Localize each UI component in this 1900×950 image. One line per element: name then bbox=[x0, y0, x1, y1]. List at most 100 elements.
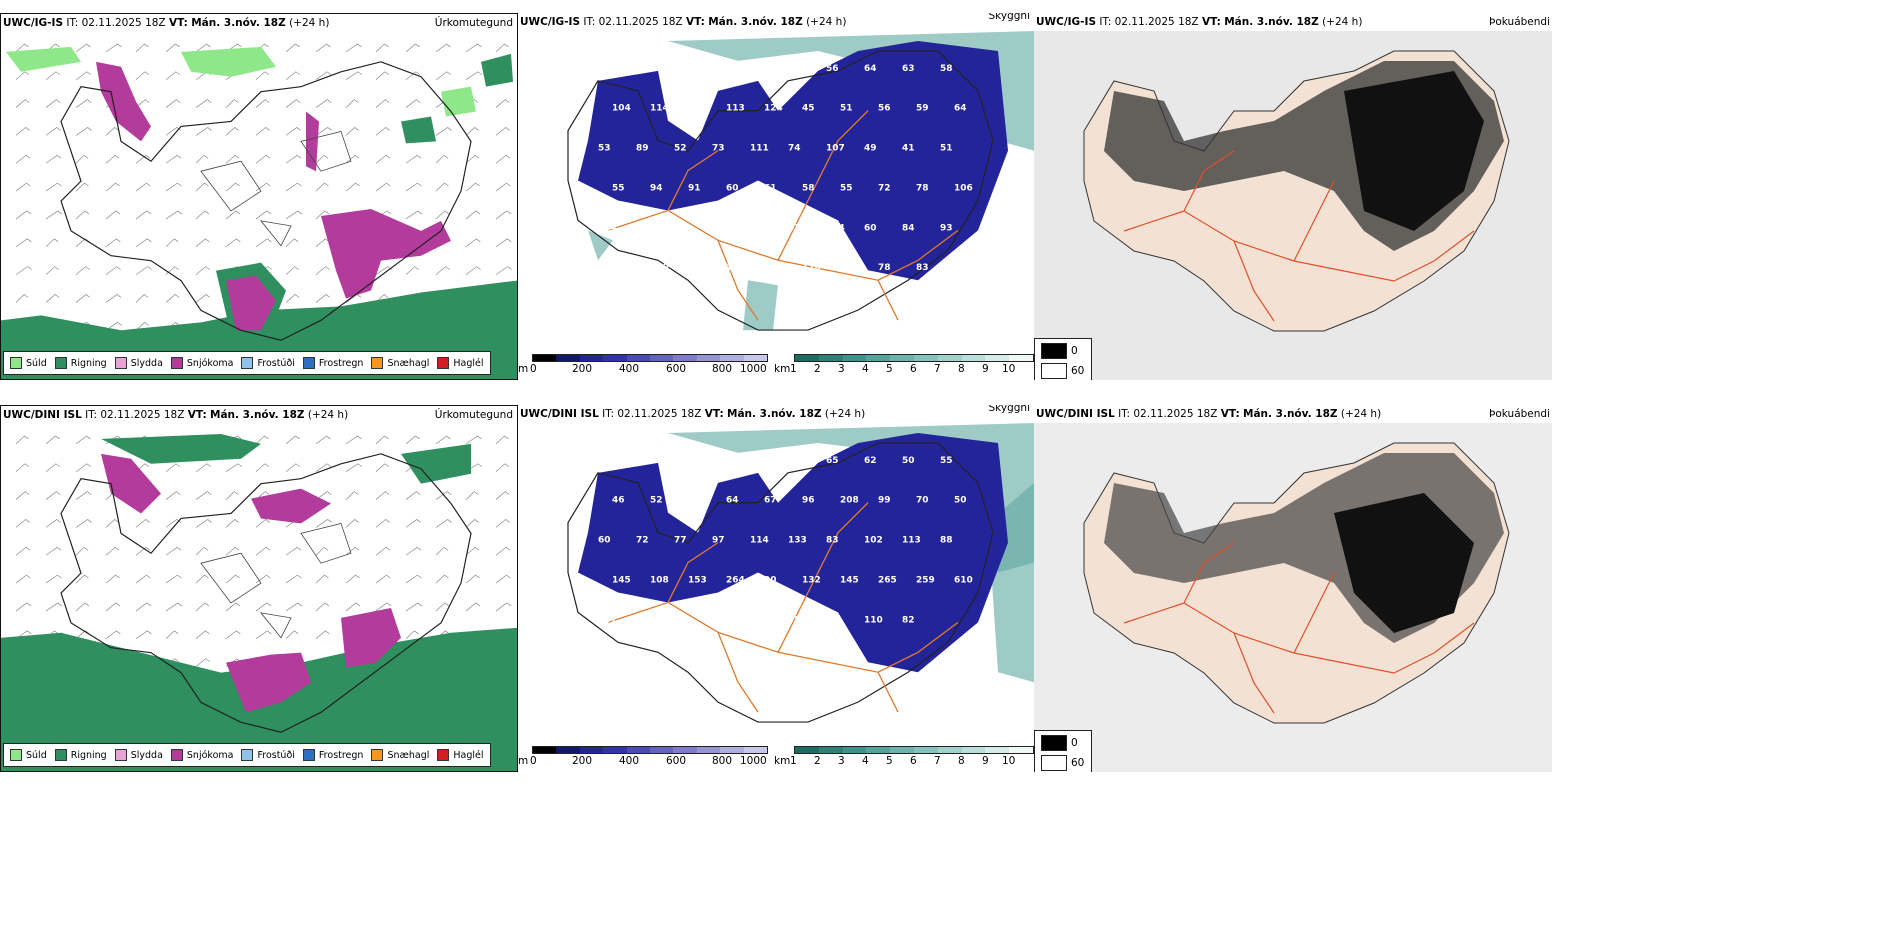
wind-barb bbox=[225, 630, 241, 640]
tick-label: 1000 bbox=[740, 755, 767, 767]
wind-barb bbox=[465, 126, 479, 136]
wind-barb bbox=[435, 602, 450, 612]
wind-barb bbox=[315, 266, 330, 275]
drizzle-ne2 bbox=[481, 53, 513, 87]
wind-barb bbox=[285, 294, 300, 303]
product-type: Þokuábendi bbox=[1489, 16, 1550, 28]
tick-label: 5 bbox=[886, 363, 893, 375]
wind-barb bbox=[195, 43, 211, 53]
wind-barb bbox=[165, 71, 181, 80]
wind-barb bbox=[165, 519, 181, 528]
model-name: UWC/IG-IS bbox=[1036, 16, 1097, 28]
wind-barb bbox=[105, 321, 122, 331]
snow-depth-label: 74 bbox=[788, 144, 801, 154]
wind-barb bbox=[135, 574, 151, 584]
wind-barb bbox=[405, 154, 422, 164]
it-value: 02.11.2025 18Z bbox=[617, 408, 702, 420]
wind-barb bbox=[465, 182, 480, 192]
wind-barb bbox=[15, 463, 30, 472]
wind-barb bbox=[45, 99, 61, 108]
legend-item: Slydda bbox=[114, 357, 163, 369]
legend-label: Haglél bbox=[453, 357, 484, 369]
wind-barb bbox=[135, 546, 151, 556]
snow-depth-label: 93 bbox=[940, 223, 953, 233]
snow-depth-label: 183 bbox=[688, 104, 707, 114]
wind-barb bbox=[405, 43, 420, 53]
legend-label: Súld bbox=[26, 749, 47, 761]
wind-barb bbox=[15, 491, 30, 500]
panel-header: UWC/IG-IS IT: 02.11.2025 18Z VT: Mán. 3.… bbox=[520, 13, 1032, 29]
wind-barb bbox=[195, 266, 210, 275]
road-network bbox=[1123, 150, 1475, 322]
snow-depth-label: 133 bbox=[788, 536, 807, 546]
legend-label: Frostregn bbox=[318, 357, 364, 369]
vt-value: Mán. 3.nóv. 18Z bbox=[1224, 16, 1319, 28]
snow-depth-label: 95 bbox=[788, 615, 801, 625]
legend-item: Haglél bbox=[437, 749, 484, 761]
wind-barb bbox=[315, 182, 329, 192]
wind-barb bbox=[435, 127, 452, 136]
legend-item: Snjókoma bbox=[170, 357, 233, 369]
wind-barb bbox=[465, 574, 480, 584]
wind-barb bbox=[405, 266, 419, 275]
snow-depth-label: 259 bbox=[916, 576, 935, 586]
vt-value: Mán. 3.nóv. 18Z bbox=[708, 16, 803, 28]
panel-header: UWC/DINI ISL IT: 02.11.2025 18Z VT: Mán.… bbox=[520, 405, 1032, 421]
product-type: Úrkomutegund bbox=[434, 409, 513, 421]
vt-value: Mán. 3.nóv. 18Z bbox=[1243, 408, 1338, 420]
wind-barb bbox=[75, 266, 90, 275]
snow-depth-label: 88 bbox=[750, 223, 763, 233]
wind-barb bbox=[345, 463, 363, 473]
wind-barb bbox=[165, 99, 181, 108]
wind-barb bbox=[75, 127, 92, 136]
wind-barb bbox=[495, 182, 511, 192]
legend-item: Frostúði bbox=[241, 749, 295, 761]
lead-time: (+24 h) bbox=[824, 408, 866, 420]
tick-label: 9 bbox=[982, 363, 989, 375]
wind-barb bbox=[105, 43, 122, 53]
wind-barb bbox=[345, 574, 360, 584]
it-value: 02.11.2025 18Z bbox=[598, 16, 683, 28]
wind-barb bbox=[285, 99, 301, 108]
cloud-black bbox=[1344, 71, 1484, 231]
wind-barb bbox=[345, 99, 359, 108]
colorbar-strip bbox=[532, 354, 768, 362]
wind-barb bbox=[15, 519, 30, 528]
snow-depth-label: 108 bbox=[650, 576, 669, 586]
wind-barb bbox=[375, 435, 389, 445]
wind-barb bbox=[285, 574, 302, 584]
tick-label: 4 bbox=[862, 755, 869, 767]
snow-depth-label: 137 bbox=[764, 263, 783, 273]
vt-label: VT: bbox=[704, 408, 724, 420]
wind-barb bbox=[105, 294, 122, 303]
vt-value: Mán. 3.nóv. 18Z bbox=[191, 17, 286, 29]
wind-barb bbox=[135, 99, 150, 108]
snow-depth-label: 111 bbox=[750, 144, 769, 154]
snow-depth-label: 88 bbox=[940, 536, 953, 546]
wind-barb bbox=[45, 463, 61, 472]
wind-barb bbox=[135, 321, 149, 331]
legend-swatch bbox=[170, 357, 183, 369]
snow-depth-label: 91 bbox=[840, 263, 853, 273]
legend-label: Snæhagl bbox=[387, 749, 430, 761]
wind-barb bbox=[495, 154, 511, 164]
snow-depth-label: 80 bbox=[826, 615, 839, 625]
wind-barb bbox=[165, 574, 182, 584]
wind-barb bbox=[285, 602, 303, 612]
wind-barb bbox=[345, 518, 359, 528]
tick-label: 6 bbox=[910, 755, 917, 767]
drizzle-north bbox=[181, 46, 276, 77]
panel-header: UWC/IG-IS IT: 02.11.2025 18Z VT: Mán. 3.… bbox=[1036, 15, 1552, 29]
snow-svg: 163 70 91 119 129 58 56 64 63 58 104 114 183 113 124 45… bbox=[567, 31, 1034, 331]
wind-barb bbox=[465, 266, 481, 275]
snow-depth-label: 119 bbox=[712, 64, 731, 74]
wind-barb bbox=[45, 574, 62, 584]
wind-barb bbox=[165, 491, 181, 500]
wind-barb bbox=[75, 491, 92, 500]
vt-label: VT: bbox=[187, 409, 207, 421]
snow-depth-label: 114 bbox=[650, 104, 669, 114]
wind-barb bbox=[495, 238, 512, 248]
wind-barb bbox=[15, 602, 32, 612]
snow-depth-label: 83 bbox=[826, 536, 839, 546]
tick-label: 800 bbox=[712, 363, 733, 375]
